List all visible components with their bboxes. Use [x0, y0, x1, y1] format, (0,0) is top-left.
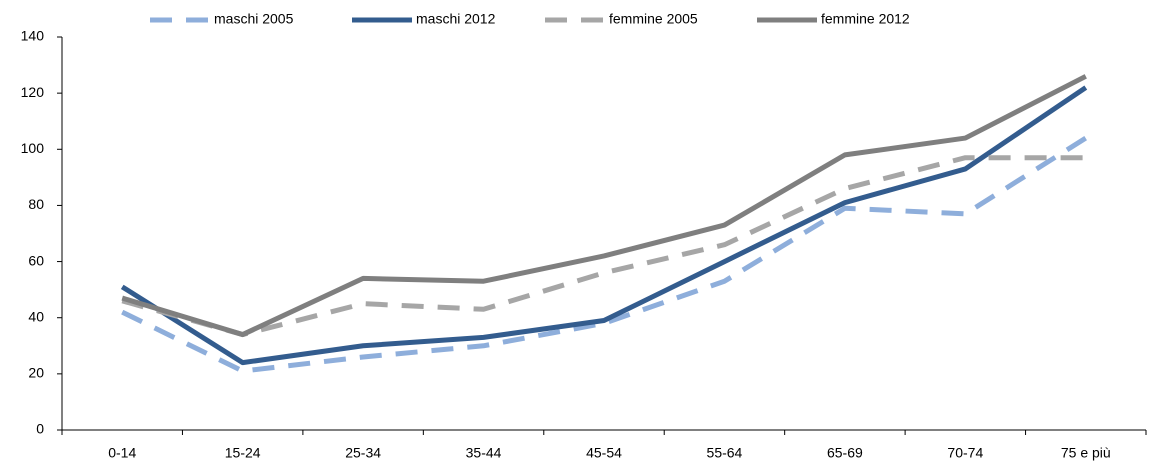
y-tick-label: 140: [21, 28, 45, 44]
x-tick-label: 25-34: [345, 445, 381, 461]
x-tick-label: 35-44: [466, 445, 502, 461]
y-tick-label: 80: [28, 196, 44, 212]
x-tick-label: 15-24: [225, 445, 261, 461]
series-line: [121, 155, 1086, 338]
x-tick-label: 55-64: [707, 445, 743, 461]
x-tick-label: 45-54: [586, 445, 622, 461]
x-tick-label: 0-14: [108, 445, 136, 461]
x-tick-label: 65-69: [827, 445, 863, 461]
legend-label: maschi 2005: [214, 11, 294, 27]
y-tick-label: 60: [28, 252, 44, 268]
y-tick-label: 40: [28, 308, 44, 324]
x-tick-label: 70-74: [947, 445, 983, 461]
legend-label: femmine 2005: [609, 11, 698, 27]
series-line: [121, 74, 1087, 338]
series-line: [121, 135, 1088, 374]
x-tick-label: 75 e più: [1061, 445, 1111, 461]
legend-label: maschi 2012: [416, 11, 496, 27]
y-tick-label: 20: [28, 365, 44, 381]
legend-label: femmine 2012: [821, 11, 910, 27]
y-tick-label: 120: [21, 84, 45, 100]
series-line: [120, 85, 1088, 366]
y-tick-label: 100: [21, 140, 45, 156]
y-tick-label: 0: [36, 421, 44, 437]
